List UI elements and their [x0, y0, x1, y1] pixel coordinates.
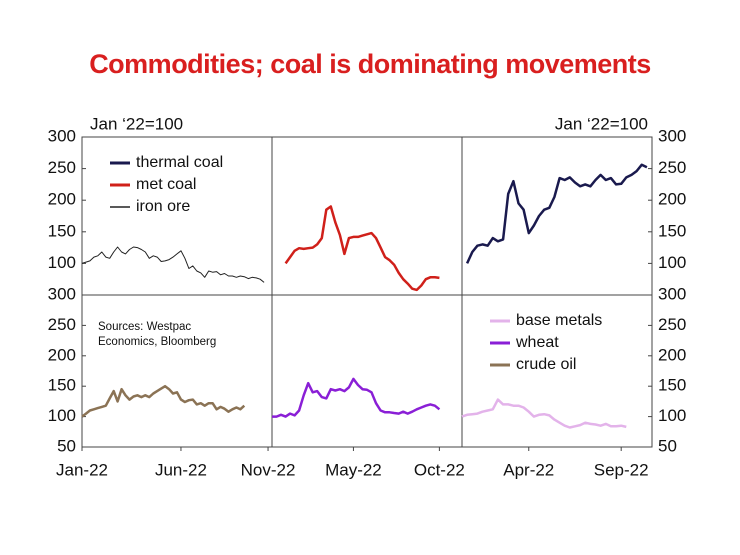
legend-label: base metals [516, 312, 602, 329]
x-tick-label: Jun-22 [155, 460, 207, 479]
y-tick-label: 250 [658, 158, 686, 177]
y-tick-label: 200 [658, 345, 686, 364]
y-tick-label: 150 [658, 221, 686, 240]
y-tick-label: 150 [658, 376, 686, 395]
y-tick-label: 100 [658, 253, 686, 272]
series-line [81, 384, 246, 418]
y-tick-label: 300 [48, 284, 76, 303]
source-note: Sources: Westpac [98, 321, 191, 333]
y-tick-label: 250 [658, 315, 686, 334]
x-tick-label: Jan-22 [56, 460, 108, 479]
legend-label: crude oil [516, 356, 576, 373]
x-tick-label: Oct-22 [414, 460, 465, 479]
x-tick-label: Nov-22 [241, 460, 296, 479]
y-tick-label: 150 [48, 221, 76, 240]
x-tick-label: Sep-22 [594, 460, 649, 479]
chart-title: Commodities; coal is dominating movement… [89, 49, 651, 79]
panel-frame [461, 294, 653, 448]
source-note: Economics, Bloomberg [98, 336, 216, 348]
x-tick-label: May-22 [325, 460, 382, 479]
y-tick-label: 200 [48, 345, 76, 364]
series-line [461, 398, 627, 429]
series-line [272, 377, 441, 418]
panel-frame [271, 136, 463, 296]
y-tick-label: 50 [658, 436, 677, 455]
y-tick-label: 100 [658, 406, 686, 425]
annotation: Jan ‘22=100 [90, 114, 183, 133]
y-tick-label: 100 [48, 253, 76, 272]
y-tick-label: 50 [57, 436, 76, 455]
legend-label: met coal [136, 176, 196, 193]
series-line [284, 205, 440, 292]
panel-frame [81, 294, 273, 448]
panel-frame [461, 136, 653, 296]
series-line [81, 246, 265, 283]
legend-label: thermal coal [136, 154, 223, 171]
y-tick-label: 100 [48, 406, 76, 425]
y-tick-label: 150 [48, 376, 76, 395]
y-tick-label: 300 [48, 126, 76, 145]
y-tick-label: 200 [658, 190, 686, 209]
panel-frame [271, 294, 463, 448]
y-tick-label: 250 [48, 315, 76, 334]
y-tick-label: 250 [48, 158, 76, 177]
y-tick-label: 200 [48, 190, 76, 209]
annotation: Jan ‘22=100 [555, 114, 648, 133]
series-line [465, 163, 648, 264]
legend-label: iron ore [136, 198, 190, 215]
y-tick-label: 300 [658, 284, 686, 303]
y-tick-label: 300 [658, 126, 686, 145]
legend-label: wheat [515, 334, 559, 351]
x-tick-label: Apr-22 [503, 460, 554, 479]
